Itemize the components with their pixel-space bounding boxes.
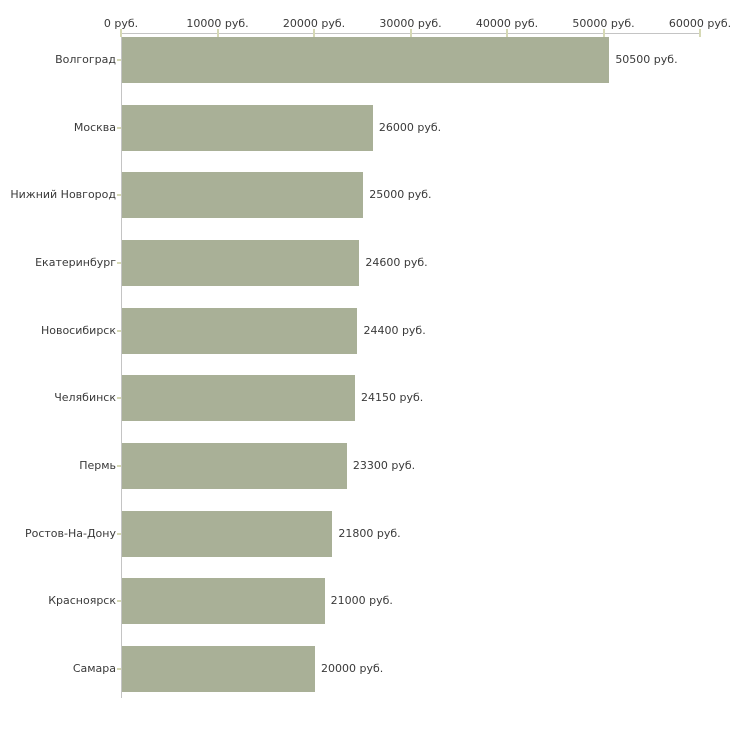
x-tick-mark [120, 29, 122, 37]
x-tick-mark [506, 29, 508, 37]
category-label: Волгоград [55, 53, 116, 66]
bar [122, 510, 333, 557]
value-label: 24600 руб. [365, 255, 428, 269]
category-label: Нижний Новгород [10, 188, 116, 202]
y-tick-mark [117, 532, 121, 535]
bar [122, 172, 364, 219]
category-label: Челябинск [54, 391, 116, 405]
category-label: Ростов-На-Дону [24, 526, 116, 540]
value-label: 20000 руб. [321, 661, 384, 675]
value-label: 24150 руб. [361, 391, 424, 405]
x-tick-label: 50000 руб. [572, 17, 635, 30]
y-tick-mark [117, 397, 121, 400]
category-label: Екатеринбург [35, 255, 116, 269]
y-tick-mark [117, 261, 121, 264]
x-tick-label: 20000 руб. [282, 17, 346, 30]
value-label: 50500 руб. [615, 53, 678, 66]
y-tick-mark [117, 329, 121, 332]
value-label: 21800 руб. [338, 526, 401, 540]
value-label: 24400 руб. [363, 323, 426, 337]
category-label: Москва [73, 120, 116, 134]
value-label: 23300 руб. [352, 458, 416, 472]
y-tick-mark [117, 600, 121, 603]
category-label: Самара [72, 661, 116, 675]
bar [122, 307, 358, 354]
x-tick-label: 40000 руб. [475, 17, 539, 30]
x-tick-label: 10000 руб. [186, 17, 249, 30]
y-axis-line [121, 33, 122, 698]
y-tick-mark [117, 464, 121, 467]
x-tick-label: 0 руб. [103, 17, 139, 30]
category-label: Новосибирск [40, 323, 116, 337]
bar [122, 375, 356, 422]
category-label: Пермь [79, 458, 116, 472]
y-tick-mark [117, 126, 121, 129]
x-tick-mark [699, 29, 701, 37]
bar [122, 645, 315, 692]
y-tick-mark [117, 59, 121, 61]
bar [122, 37, 610, 83]
bar [122, 578, 325, 625]
x-tick-mark [216, 29, 219, 37]
x-tick-label: 30000 руб. [379, 17, 442, 30]
category-label: Красноярск [48, 594, 116, 608]
value-label: 26000 руб. [378, 120, 442, 134]
y-tick-mark [117, 194, 121, 197]
x-tick-label: 60000 руб. [668, 17, 730, 30]
x-tick-mark [409, 29, 412, 37]
value-label: 25000 руб. [369, 188, 432, 202]
bar [122, 239, 360, 286]
x-tick-mark [602, 29, 605, 37]
bar [122, 104, 373, 151]
bar [122, 442, 347, 489]
y-tick-mark [117, 667, 121, 670]
value-label: 21000 руб. [330, 594, 393, 608]
x-tick-mark [313, 29, 315, 37]
